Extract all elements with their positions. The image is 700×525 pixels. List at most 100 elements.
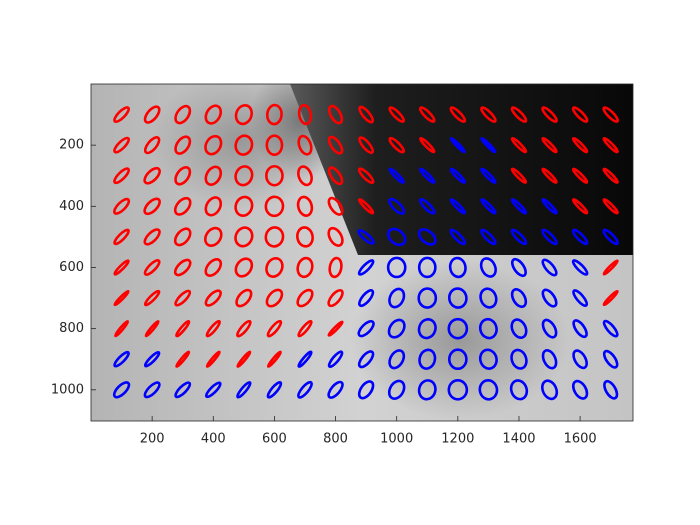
ellipse-marker (572, 289, 589, 307)
ellipse-marker (113, 167, 130, 185)
ellipse-marker (297, 165, 313, 187)
y-tick-label: 1000 (51, 382, 84, 397)
ellipse-marker (358, 136, 375, 155)
ellipse-marker (234, 195, 254, 217)
ellipse-marker (297, 134, 313, 156)
axes-box (90, 83, 634, 422)
ellipse-marker (234, 257, 254, 278)
ellipse-marker (541, 167, 558, 184)
ellipse-marker (266, 319, 283, 338)
ellipse-marker (387, 318, 406, 339)
ellipse-marker (419, 137, 436, 154)
ellipse-marker (174, 166, 192, 186)
ellipse-marker (358, 289, 375, 308)
ellipse-marker (510, 228, 528, 246)
ellipse-marker (357, 319, 375, 338)
ellipse-marker (113, 259, 130, 276)
ellipse-marker (204, 104, 223, 125)
ellipse-marker (510, 106, 528, 123)
ellipse-marker (478, 317, 498, 340)
ellipse-marker (417, 228, 437, 246)
ellipse-marker (388, 106, 406, 123)
ellipse-marker (388, 167, 405, 184)
ellipse-marker (204, 134, 223, 156)
ellipse-marker (358, 105, 375, 124)
ellipse-marker (173, 258, 192, 277)
ellipse-marker (204, 289, 222, 307)
ellipse-marker (266, 350, 282, 368)
ellipse-marker (571, 228, 589, 246)
ellipse-marker (143, 105, 161, 124)
ellipse-marker (418, 198, 436, 215)
ellipse-marker (357, 350, 375, 369)
ellipse-marker (510, 318, 528, 340)
ellipse-marker (327, 196, 344, 216)
ellipse-marker (265, 256, 284, 278)
ellipse-marker (602, 289, 619, 307)
ellipse-marker (236, 319, 252, 338)
ellipse-marker (572, 319, 588, 339)
ellipse-marker (143, 351, 161, 368)
x-tick-label: 600 (262, 432, 287, 447)
ellipse-marker (264, 226, 285, 248)
ellipse-marker (541, 379, 559, 401)
ellipse-marker (478, 348, 498, 370)
ellipse-marker (327, 104, 344, 125)
x-tick-label: 1400 (502, 432, 535, 447)
ellipse-marker (173, 227, 192, 247)
ellipse-marker (418, 106, 436, 123)
ellipse-marker (510, 348, 528, 370)
ellipse-marker (265, 103, 283, 126)
ellipse-marker (143, 228, 161, 246)
ellipse-marker (205, 350, 221, 368)
ellipse-marker (113, 197, 131, 215)
ellipse-marker (386, 227, 407, 247)
ellipse-marker (265, 164, 284, 187)
ellipse-marker (510, 288, 528, 309)
ellipse-marker (143, 259, 161, 276)
ellipse-marker (204, 196, 223, 217)
y-tick-label: 600 (59, 260, 84, 275)
x-tick-label: 400 (201, 432, 226, 447)
ellipse-marker (297, 350, 313, 368)
ellipse-marker (602, 106, 619, 123)
x-tick-label: 1200 (441, 432, 474, 447)
ellipse-marker (541, 228, 558, 246)
ellipse-marker (327, 320, 344, 337)
ellipse-marker (265, 288, 284, 308)
ellipse-marker (143, 136, 161, 155)
ellipse-marker (204, 258, 223, 277)
ellipse-marker (571, 379, 589, 400)
ellipse-marker (602, 167, 619, 184)
ellipse-marker (541, 137, 558, 154)
ellipse-marker (602, 198, 619, 215)
ellipse-marker (327, 166, 344, 186)
ellipse-marker (387, 379, 406, 400)
ellipse-marker (236, 381, 252, 399)
y-tick-label: 200 (59, 138, 84, 153)
ellipse-marker (235, 288, 253, 308)
ellipse-marker (357, 229, 375, 245)
ellipse-marker (143, 289, 161, 307)
ellipse-marker (571, 259, 589, 276)
ellipse-marker (143, 197, 161, 216)
ellipse-marker (541, 348, 558, 370)
ellipse-marker (449, 106, 467, 123)
ellipse-marker (203, 226, 223, 247)
ellipse-marker (602, 228, 619, 246)
ellipse-marker (541, 198, 558, 215)
ellipse-marker (480, 198, 497, 215)
ellipse-marker (175, 350, 191, 368)
ellipse-marker (388, 136, 406, 154)
x-tick-label: 200 (140, 432, 165, 447)
x-tick-label: 1600 (564, 432, 597, 447)
ellipse-marker (541, 288, 558, 308)
ellipse-marker (204, 381, 222, 399)
ellipse-marker (113, 106, 130, 123)
ellipse-marker (327, 380, 344, 399)
ellipse-marker (357, 380, 375, 400)
ellipse-marker (204, 165, 223, 186)
ellipse-marker (327, 135, 344, 155)
ellipse-marker (328, 256, 343, 279)
ellipse-marker (113, 228, 130, 246)
